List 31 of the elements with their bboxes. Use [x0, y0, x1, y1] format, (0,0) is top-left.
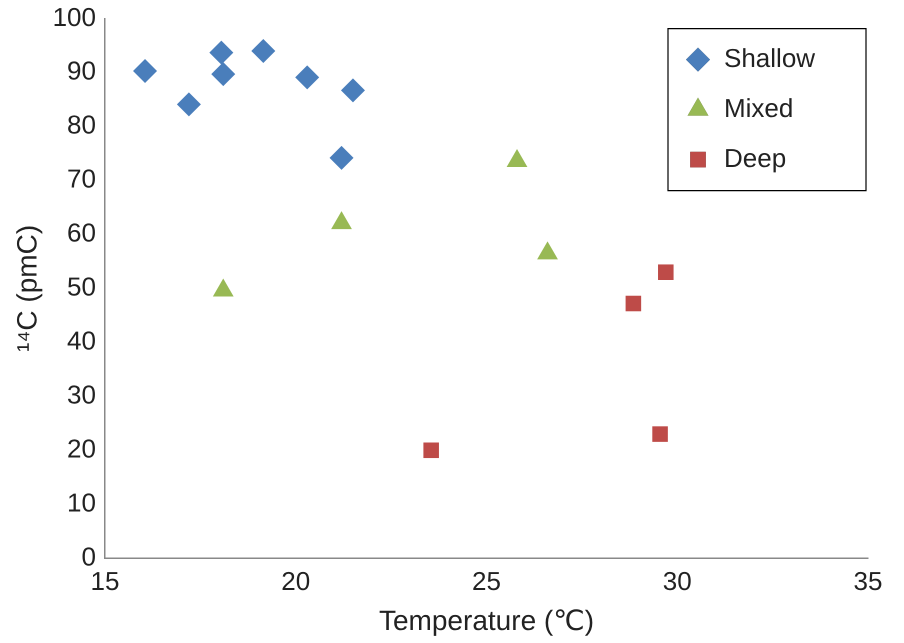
point [330, 146, 354, 170]
point [423, 442, 439, 458]
point [211, 62, 236, 86]
x-tick-label: 30 [662, 566, 692, 596]
point [658, 264, 674, 280]
y-tick-label: 50 [67, 272, 96, 302]
point [340, 78, 365, 102]
y-tick-label: 60 [67, 218, 96, 248]
point [176, 92, 201, 116]
y-tick-label: 40 [67, 326, 96, 356]
y-tick-label: 30 [67, 379, 96, 410]
point [652, 426, 668, 442]
y-axis-title: ¹⁴C (pmC) [12, 224, 43, 352]
y-tick-label: 20 [67, 433, 96, 464]
point [133, 58, 158, 83]
y-tick-label: 90 [67, 56, 96, 86]
point [295, 65, 320, 90]
x-tick-label: 20 [281, 566, 310, 596]
y-tick-label: 10 [67, 487, 96, 518]
y-tick-label: 70 [67, 164, 96, 194]
y-tick-label: 100 [52, 2, 96, 32]
y-tick-label: 80 [67, 110, 96, 140]
x-axis-title: Temperature (℃) [378, 604, 594, 636]
point [209, 40, 234, 65]
x-tick-label: 25 [472, 566, 501, 596]
legend-label: Deep [724, 142, 786, 173]
x-tick-label: 35 [854, 566, 882, 596]
legend-label: Shallow [724, 42, 816, 73]
point [251, 38, 276, 63]
point [626, 296, 642, 312]
legend-label: Mixed [724, 92, 794, 123]
